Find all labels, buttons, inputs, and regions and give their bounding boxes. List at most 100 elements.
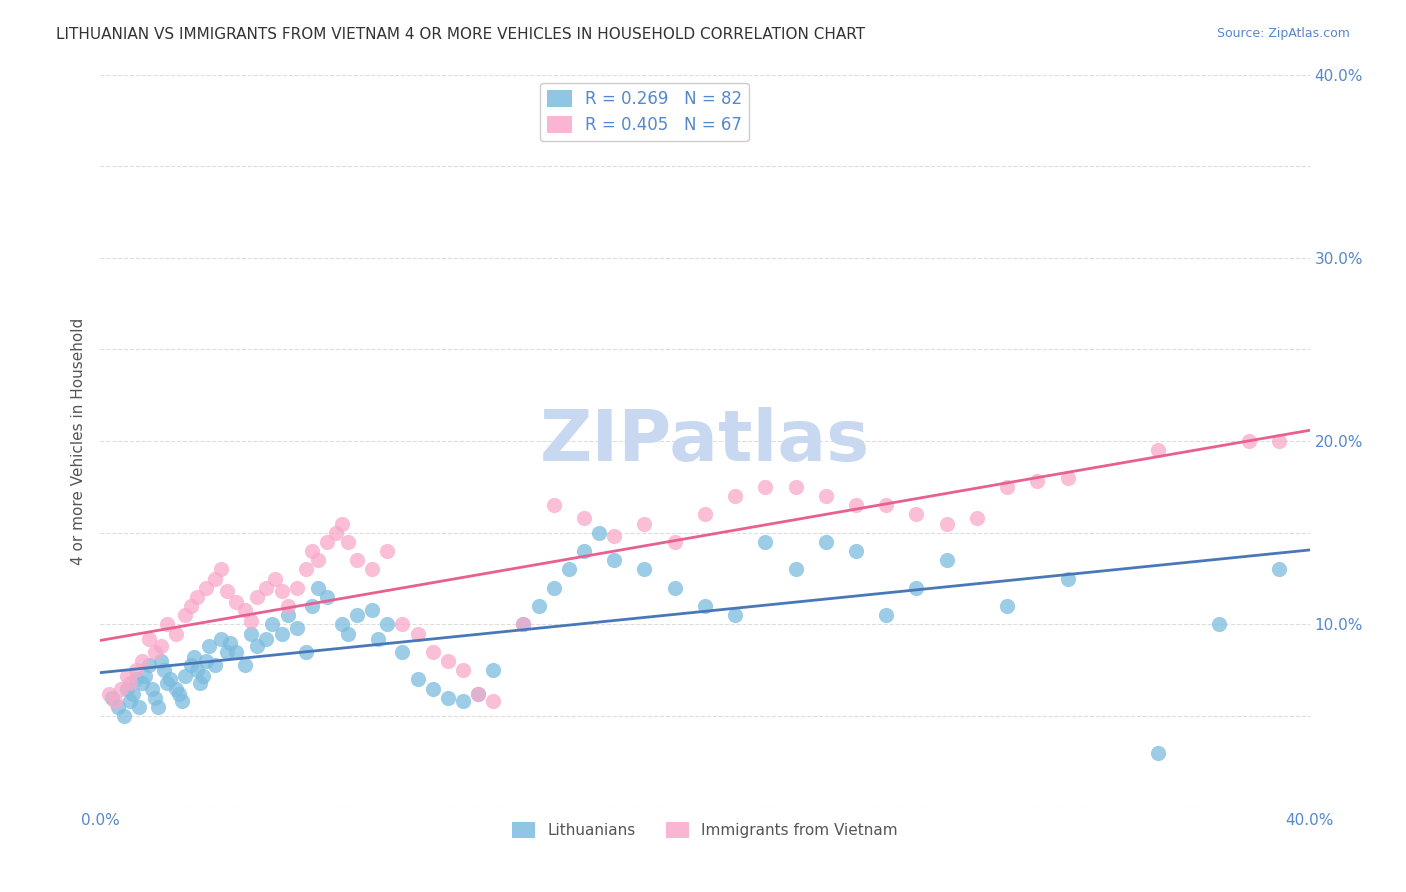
Point bbox=[120, 694, 142, 708]
Point bbox=[451, 694, 474, 708]
Point bbox=[633, 516, 655, 531]
Point bbox=[186, 590, 208, 604]
Point bbox=[693, 508, 716, 522]
Point bbox=[785, 480, 807, 494]
Text: LITHUANIAN VS IMMIGRANTS FROM VIETNAM 4 OR MORE VEHICLES IN HOUSEHOLD CORRELATIO: LITHUANIAN VS IMMIGRANTS FROM VIETNAM 4 … bbox=[56, 27, 865, 42]
Point bbox=[406, 626, 429, 640]
Point bbox=[285, 621, 308, 635]
Point bbox=[98, 687, 121, 701]
Point bbox=[209, 632, 232, 646]
Point bbox=[134, 669, 156, 683]
Point bbox=[377, 617, 399, 632]
Point bbox=[240, 626, 263, 640]
Point bbox=[219, 636, 242, 650]
Point bbox=[754, 480, 776, 494]
Point bbox=[120, 676, 142, 690]
Point bbox=[724, 608, 747, 623]
Point bbox=[935, 516, 957, 531]
Point bbox=[543, 581, 565, 595]
Point bbox=[225, 595, 247, 609]
Point bbox=[330, 516, 353, 531]
Point bbox=[633, 562, 655, 576]
Point bbox=[437, 654, 460, 668]
Point bbox=[572, 544, 595, 558]
Point bbox=[330, 617, 353, 632]
Point bbox=[1147, 746, 1170, 760]
Point bbox=[437, 690, 460, 705]
Point bbox=[152, 663, 174, 677]
Point bbox=[143, 645, 166, 659]
Point bbox=[391, 617, 413, 632]
Point bbox=[422, 681, 444, 696]
Point bbox=[325, 525, 347, 540]
Point bbox=[285, 581, 308, 595]
Legend: Lithuanians, Immigrants from Vietnam: Lithuanians, Immigrants from Vietnam bbox=[506, 816, 904, 844]
Point bbox=[233, 603, 256, 617]
Point bbox=[277, 599, 299, 613]
Point bbox=[512, 617, 534, 632]
Point bbox=[346, 553, 368, 567]
Point bbox=[1056, 471, 1078, 485]
Point bbox=[315, 535, 337, 549]
Point bbox=[572, 511, 595, 525]
Point bbox=[467, 687, 489, 701]
Point bbox=[361, 603, 384, 617]
Point bbox=[254, 632, 277, 646]
Point bbox=[270, 584, 292, 599]
Point bbox=[905, 581, 928, 595]
Point bbox=[301, 544, 323, 558]
Point bbox=[814, 535, 837, 549]
Point bbox=[814, 489, 837, 503]
Point bbox=[125, 673, 148, 687]
Point bbox=[186, 663, 208, 677]
Point bbox=[346, 608, 368, 623]
Point bbox=[512, 617, 534, 632]
Point bbox=[141, 681, 163, 696]
Point bbox=[1268, 562, 1291, 576]
Point bbox=[217, 645, 239, 659]
Point bbox=[337, 626, 360, 640]
Point bbox=[156, 676, 179, 690]
Point bbox=[422, 645, 444, 659]
Point bbox=[693, 599, 716, 613]
Point bbox=[128, 700, 150, 714]
Point bbox=[104, 694, 127, 708]
Point bbox=[875, 608, 897, 623]
Point bbox=[117, 669, 139, 683]
Point bbox=[165, 681, 187, 696]
Point bbox=[270, 626, 292, 640]
Point bbox=[194, 654, 217, 668]
Point bbox=[1026, 475, 1049, 489]
Point bbox=[361, 562, 384, 576]
Point bbox=[217, 584, 239, 599]
Point bbox=[724, 489, 747, 503]
Point bbox=[995, 599, 1018, 613]
Point bbox=[294, 645, 316, 659]
Point bbox=[785, 562, 807, 576]
Point bbox=[138, 632, 160, 646]
Point bbox=[588, 525, 610, 540]
Point bbox=[170, 694, 193, 708]
Point bbox=[1237, 434, 1260, 449]
Point bbox=[664, 581, 686, 595]
Point bbox=[180, 599, 202, 613]
Point bbox=[307, 553, 329, 567]
Point bbox=[204, 572, 226, 586]
Point bbox=[754, 535, 776, 549]
Point bbox=[173, 669, 195, 683]
Point bbox=[204, 657, 226, 672]
Text: ZIPatlas: ZIPatlas bbox=[540, 407, 870, 475]
Point bbox=[307, 581, 329, 595]
Point bbox=[905, 508, 928, 522]
Point bbox=[966, 511, 988, 525]
Point bbox=[167, 687, 190, 701]
Point bbox=[107, 700, 129, 714]
Point bbox=[246, 640, 269, 654]
Point bbox=[527, 599, 550, 613]
Point bbox=[337, 535, 360, 549]
Point bbox=[301, 599, 323, 613]
Point bbox=[198, 640, 221, 654]
Point bbox=[101, 690, 124, 705]
Point bbox=[367, 632, 389, 646]
Point bbox=[294, 562, 316, 576]
